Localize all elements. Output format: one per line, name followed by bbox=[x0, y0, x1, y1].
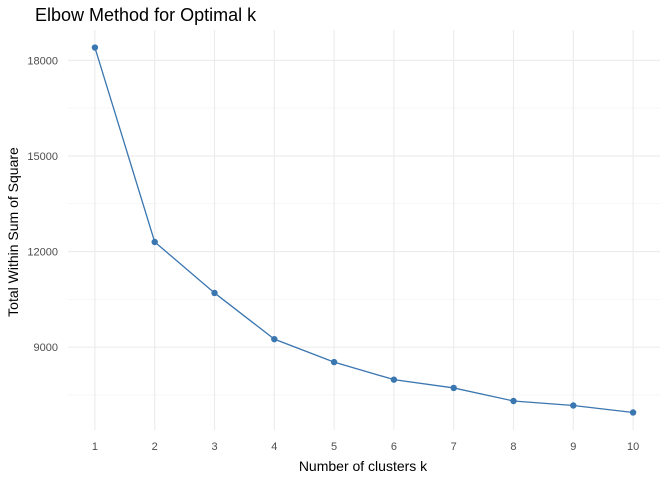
series-line bbox=[94, 47, 634, 414]
data-point bbox=[91, 44, 99, 51]
x-tick-label: 6 bbox=[391, 441, 397, 453]
data-point bbox=[151, 238, 158, 246]
data-point bbox=[450, 384, 457, 392]
x-axis-title: Number of clusters k bbox=[299, 458, 428, 474]
x-tick-label: 8 bbox=[510, 441, 516, 453]
series-lines bbox=[94, 47, 634, 414]
data-point bbox=[570, 402, 577, 409]
x-tick-label: 9 bbox=[570, 441, 576, 453]
y-tick-label: 9000 bbox=[34, 342, 58, 354]
x-tick-label: 2 bbox=[152, 441, 158, 453]
y-axis-title: Total Within Sum of Square bbox=[5, 147, 21, 317]
x-tick-label: 4 bbox=[271, 441, 277, 453]
minor-gridlines bbox=[68, 107, 660, 396]
data-point bbox=[510, 397, 517, 405]
x-tick-label: 3 bbox=[211, 441, 217, 453]
data-point bbox=[211, 289, 218, 297]
y-tick-label: 12000 bbox=[27, 247, 58, 259]
data-point bbox=[629, 409, 637, 416]
series-points bbox=[91, 44, 637, 416]
y-axis-tick-labels: 9000 12000 15000 18000 bbox=[27, 55, 58, 354]
x-tick-label: 10 bbox=[627, 441, 639, 453]
data-point bbox=[390, 376, 398, 383]
data-point bbox=[330, 358, 338, 366]
x-tick-label: 7 bbox=[451, 441, 457, 453]
x-tick-label: 1 bbox=[92, 441, 98, 453]
x-axis-tick-labels: 1 2 3 4 5 6 7 8 9 10 bbox=[92, 441, 639, 453]
y-tick-label: 18000 bbox=[27, 55, 58, 67]
data-point bbox=[271, 335, 278, 343]
y-tick-label: 15000 bbox=[27, 151, 58, 163]
plot-area bbox=[68, 30, 660, 430]
x-tick-label: 5 bbox=[331, 441, 337, 453]
chart-title: Elbow Method for Optimal k bbox=[35, 5, 257, 25]
